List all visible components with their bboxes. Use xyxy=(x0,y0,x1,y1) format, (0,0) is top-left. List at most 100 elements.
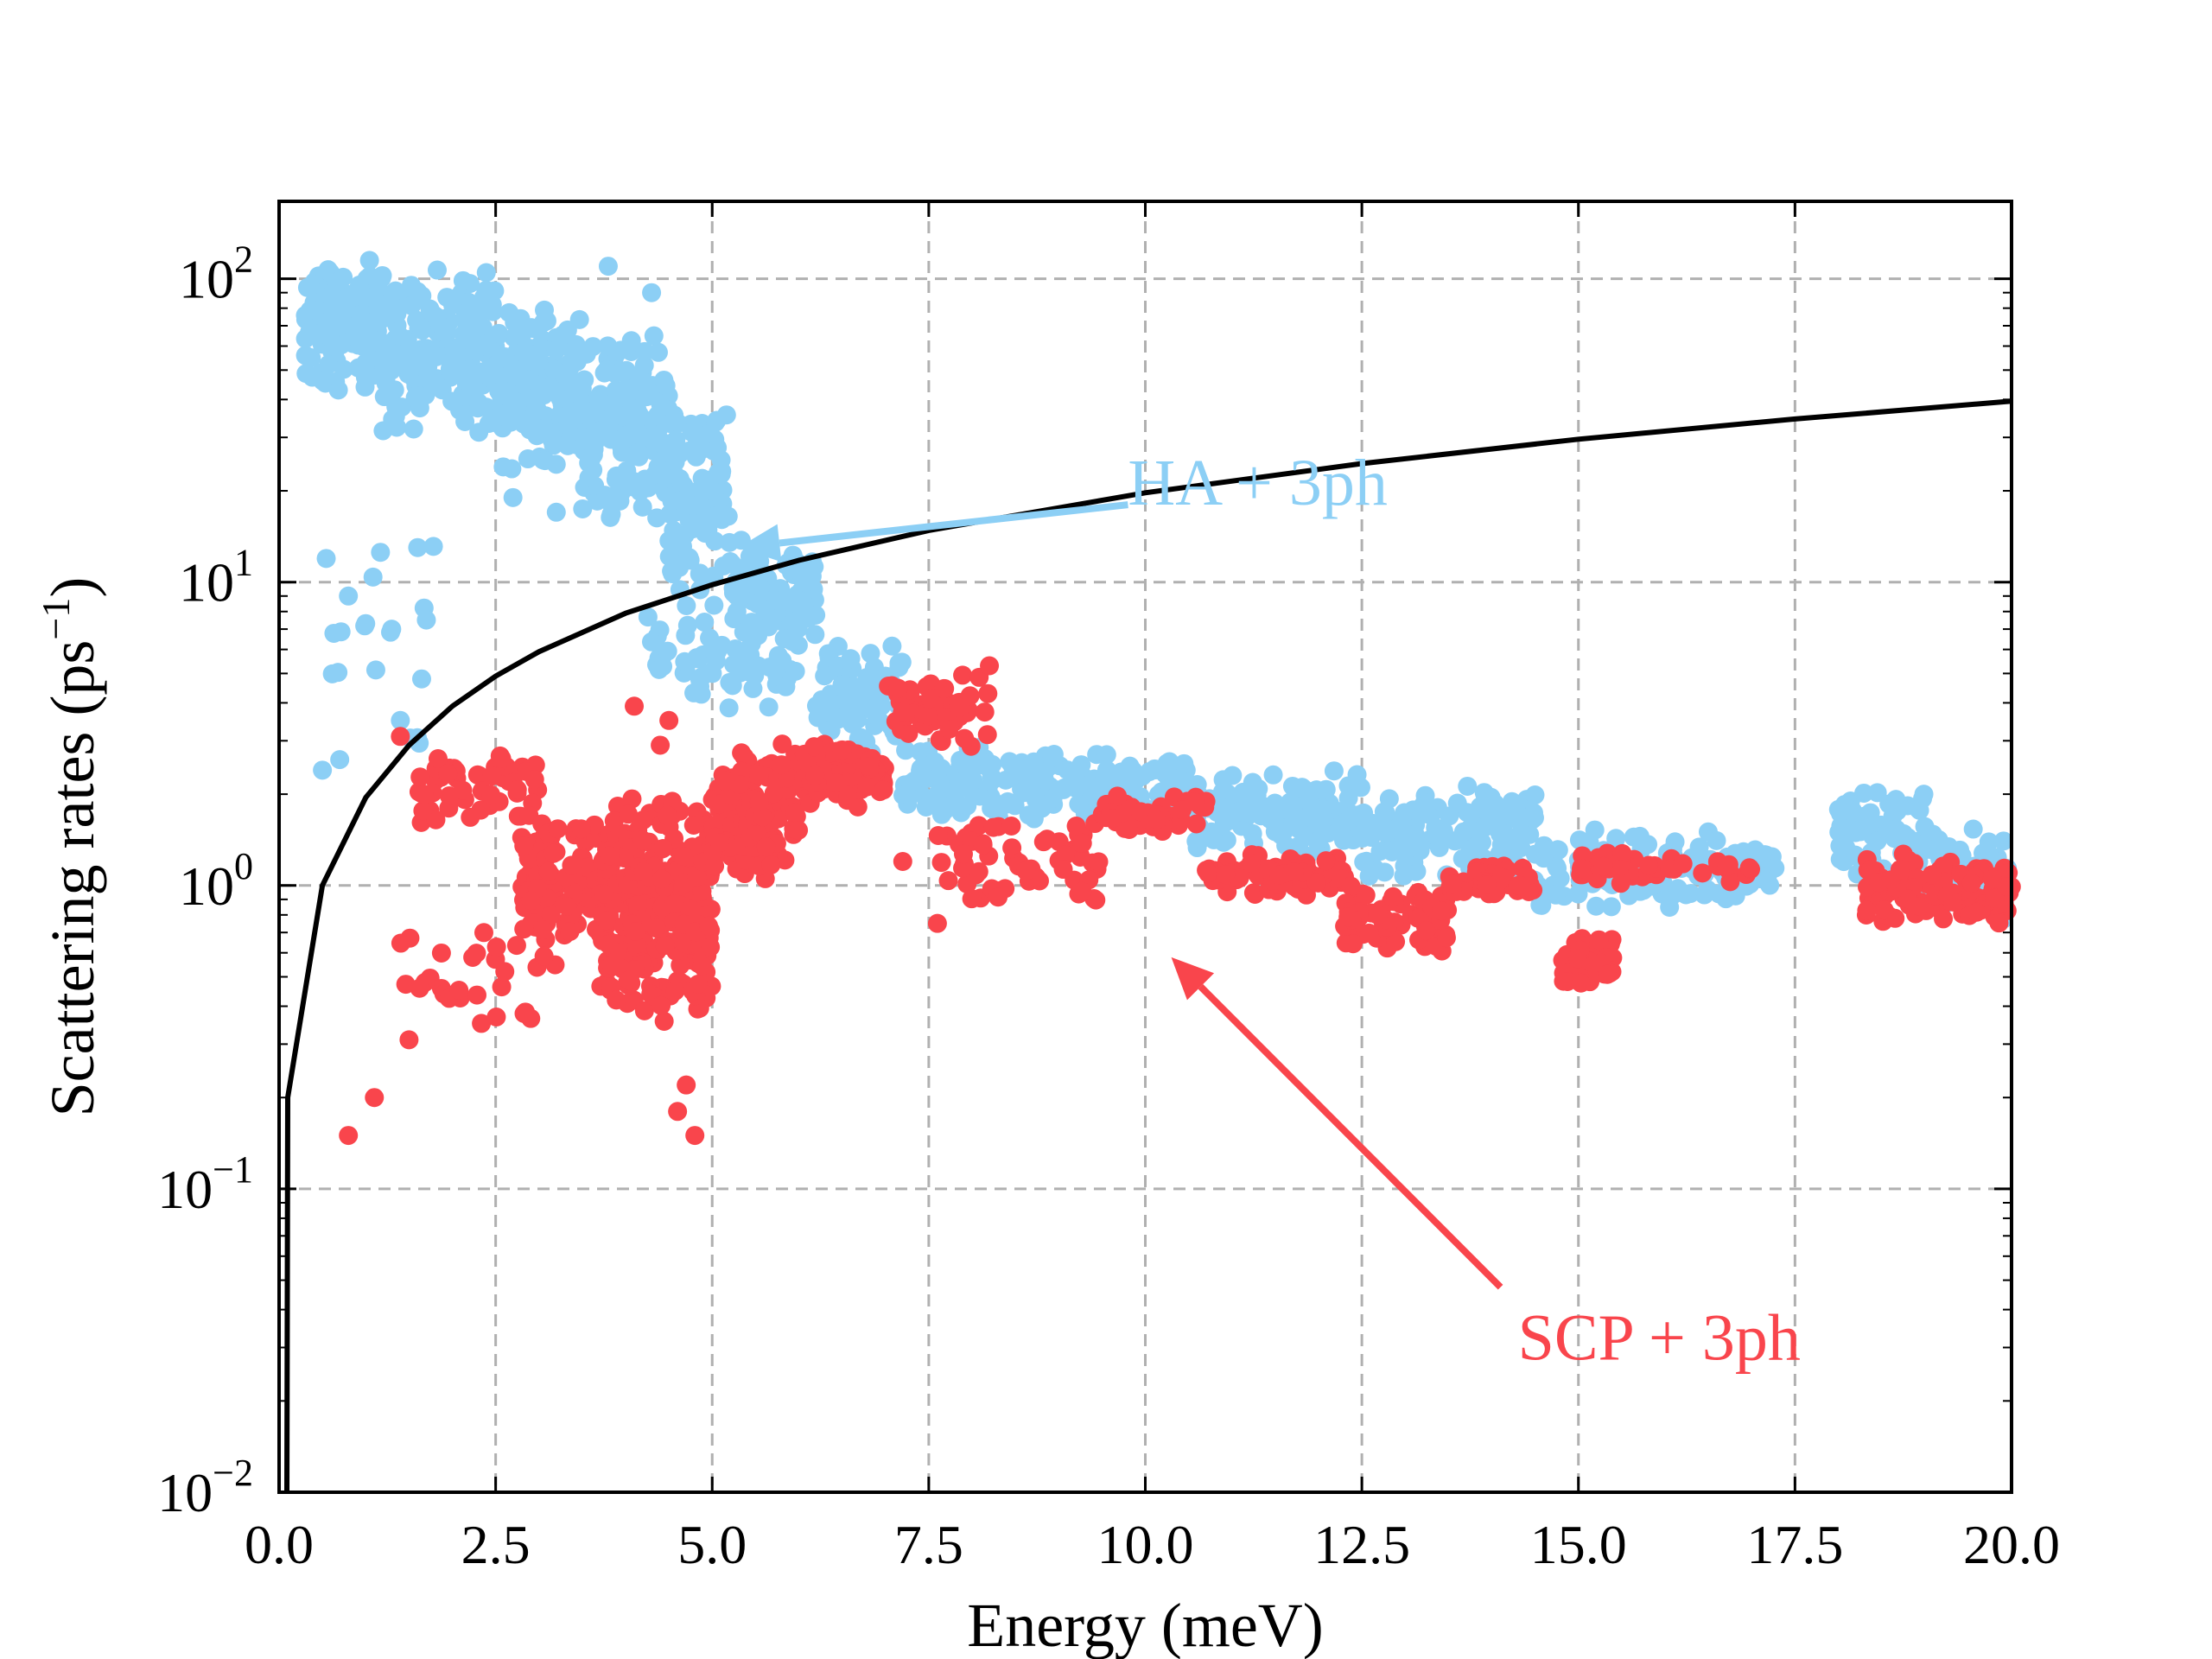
annotation-arrow-shaft xyxy=(1198,984,1503,1290)
data-point xyxy=(626,921,646,941)
data-point xyxy=(663,564,683,584)
data-point xyxy=(1447,830,1467,850)
data-point xyxy=(897,785,917,804)
data-point xyxy=(1324,761,1344,781)
data-point xyxy=(413,801,433,821)
data-point xyxy=(1481,787,1501,807)
data-point xyxy=(632,830,652,850)
data-point xyxy=(1072,833,1092,853)
data-point xyxy=(699,916,719,936)
data-point xyxy=(469,423,489,442)
data-point xyxy=(683,815,703,835)
data-point xyxy=(994,795,1014,815)
data-point xyxy=(1459,819,1479,839)
data-point xyxy=(1471,832,1491,852)
data-point xyxy=(785,661,805,681)
data-point xyxy=(476,263,496,283)
data-point xyxy=(576,344,596,364)
data-point xyxy=(1739,858,1759,878)
data-point xyxy=(696,506,716,526)
data-point xyxy=(1044,745,1064,765)
data-point xyxy=(408,537,428,557)
data-point xyxy=(541,906,561,925)
annotation-arrow-head xyxy=(1171,957,1215,1001)
data-point xyxy=(316,549,336,569)
data-point xyxy=(812,690,832,709)
data-point xyxy=(465,339,485,359)
data-point xyxy=(297,277,317,297)
data-point xyxy=(832,675,852,695)
data-point xyxy=(431,379,451,399)
data-point xyxy=(302,347,321,367)
data-point xyxy=(576,431,596,451)
data-point xyxy=(697,664,717,683)
data-point xyxy=(1133,766,1153,786)
data-point xyxy=(1214,814,1234,834)
data-point xyxy=(841,649,861,669)
data-point xyxy=(365,1088,385,1108)
data-point xyxy=(402,296,422,315)
data-point xyxy=(716,405,736,425)
data-point xyxy=(705,531,725,551)
data-point xyxy=(404,419,423,439)
data-point xyxy=(1985,888,2005,908)
data-point xyxy=(623,447,643,467)
data-point xyxy=(442,295,462,315)
data-point xyxy=(585,401,605,421)
data-point xyxy=(1609,859,1629,879)
data-point xyxy=(1016,861,1036,880)
data-point xyxy=(747,822,766,842)
data-point xyxy=(300,301,320,321)
data-point xyxy=(1534,838,1554,858)
data-point xyxy=(1212,782,1232,802)
data-point xyxy=(1546,885,1566,905)
data-point xyxy=(1720,872,1740,892)
data-point xyxy=(313,760,333,780)
data-point xyxy=(1571,973,1591,993)
data-point xyxy=(749,765,769,785)
data-point xyxy=(1480,810,1500,830)
data-point xyxy=(1284,862,1304,882)
data-point xyxy=(427,308,447,328)
data-point xyxy=(973,835,993,855)
data-point xyxy=(753,807,772,827)
data-point xyxy=(1491,868,1511,888)
data-point xyxy=(928,826,948,846)
data-point xyxy=(927,785,947,804)
data-point xyxy=(600,846,620,866)
data-point xyxy=(911,759,931,779)
data-point xyxy=(893,852,912,872)
data-point xyxy=(1247,785,1267,805)
data-point xyxy=(938,871,958,891)
data-point xyxy=(916,798,936,817)
data-point xyxy=(677,1075,696,1095)
data-point xyxy=(806,605,826,625)
data-point xyxy=(1663,885,1683,905)
data-point xyxy=(939,719,959,739)
y-tick-label: 100 xyxy=(179,845,253,917)
data-point xyxy=(920,689,940,709)
data-point xyxy=(616,360,636,380)
data-point xyxy=(888,678,908,698)
data-point xyxy=(495,962,515,982)
data-point xyxy=(957,796,977,816)
data-point xyxy=(789,820,809,840)
data-point xyxy=(664,520,683,540)
data-point xyxy=(546,340,566,360)
data-point xyxy=(400,928,420,948)
data-point xyxy=(1857,900,1877,920)
data-point xyxy=(1693,863,1713,883)
data-point xyxy=(695,613,715,632)
data-point xyxy=(411,669,431,689)
x-tick-label: 17.5 xyxy=(1746,1514,1843,1575)
data-point xyxy=(704,595,724,615)
data-point xyxy=(918,706,938,726)
data-point xyxy=(482,766,502,786)
data-point xyxy=(1548,858,1567,878)
data-point xyxy=(805,766,825,785)
data-point xyxy=(1306,873,1326,893)
data-point xyxy=(1611,874,1630,893)
data-point xyxy=(1108,786,1128,806)
data-point xyxy=(327,272,347,292)
data-point xyxy=(1532,895,1552,915)
